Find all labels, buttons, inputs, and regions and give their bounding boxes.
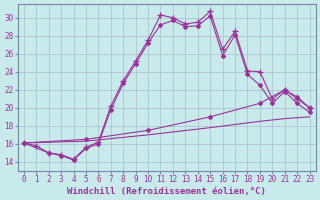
X-axis label: Windchill (Refroidissement éolien,°C): Windchill (Refroidissement éolien,°C) [67, 187, 266, 196]
